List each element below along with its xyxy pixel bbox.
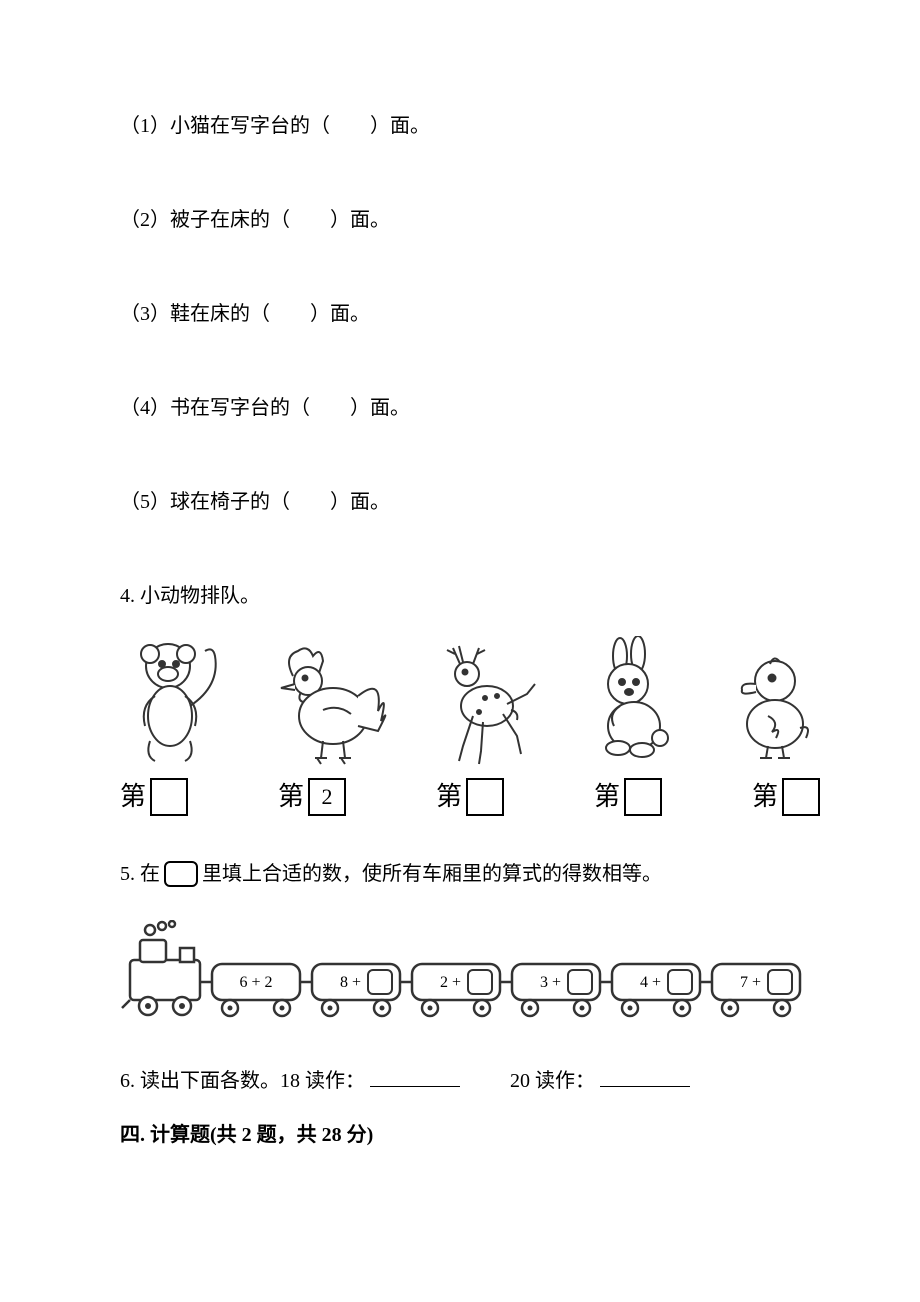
label-prefix: 第 — [120, 776, 146, 818]
q6-text-a: 6. 读出下面各数。18 读作： — [120, 1070, 365, 1092]
label-1: 第 — [120, 776, 188, 818]
train-car-6: 7 + — [700, 964, 800, 1016]
answer-box-1[interactable] — [150, 778, 188, 816]
q5-text-a: 5. 在 — [120, 858, 160, 890]
animals-row — [120, 636, 820, 766]
animal-labels-row: 第 第 2 第 第 第 — [120, 776, 820, 818]
q5-text-b: 里填上合适的数，使所有车厢里的算式的得数相等。 — [202, 858, 662, 890]
train-icon: 6 + 2 8 + — [120, 920, 820, 1020]
animal-rabbit — [578, 636, 688, 766]
duck-icon — [720, 646, 820, 766]
animal-monkey — [120, 636, 230, 766]
animal-deer — [425, 636, 545, 766]
train-figure: 6 + 2 8 + — [120, 920, 805, 1030]
question-4-title: 4. 小动物排队。 — [120, 580, 805, 612]
car-3-text: 2 + — [440, 974, 461, 991]
rooster-icon — [263, 636, 393, 766]
question-5-sub: （5）球在椅子的（ ）面。 — [120, 486, 805, 518]
rabbit-icon — [578, 636, 688, 766]
car-5-text: 4 + — [640, 974, 661, 991]
train-car-5: 4 + — [600, 964, 700, 1016]
train-car-4: 3 + — [500, 964, 600, 1016]
answer-box-5[interactable] — [782, 778, 820, 816]
answer-box-3[interactable] — [466, 778, 504, 816]
question-4-sub: （4）书在写字台的（ ）面。 — [120, 392, 805, 424]
train-car-1: 6 + 2 — [200, 964, 300, 1016]
question-5-main: 5. 在 里填上合适的数，使所有车厢里的算式的得数相等。 — [120, 858, 805, 890]
answer-box-2[interactable]: 2 — [308, 778, 346, 816]
question-1: （1）小猫在写字台的（ ）面。 — [120, 110, 805, 142]
q6-blank-1[interactable] — [370, 1068, 460, 1087]
label-prefix: 第 — [594, 776, 620, 818]
q6-blank-2[interactable] — [600, 1068, 690, 1087]
worksheet-page: （1）小猫在写字台的（ ）面。 （2）被子在床的（ ）面。 （3）鞋在床的（ ）… — [0, 0, 920, 1211]
label-5: 第 — [752, 776, 820, 818]
car-1-text: 6 + 2 — [239, 974, 272, 991]
train-car-3: 2 + — [400, 964, 500, 1016]
train-car-2: 8 + — [300, 964, 400, 1016]
label-2: 第 2 — [278, 776, 346, 818]
q5-inline-box — [164, 861, 198, 887]
q6-text-b: 20 读作： — [510, 1070, 595, 1092]
question-3: （3）鞋在床的（ ）面。 — [120, 298, 805, 330]
label-prefix: 第 — [752, 776, 778, 818]
label-prefix: 第 — [436, 776, 462, 818]
label-prefix: 第 — [278, 776, 304, 818]
question-2: （2）被子在床的（ ）面。 — [120, 204, 805, 236]
animal-duck — [720, 646, 820, 766]
car-2-text: 8 + — [340, 974, 361, 991]
section-4-heading: 四. 计算题(共 2 题，共 28 分) — [120, 1119, 805, 1151]
monkey-icon — [120, 636, 230, 766]
animal-rooster — [263, 636, 393, 766]
label-4: 第 — [594, 776, 662, 818]
car-6-text: 7 + — [740, 974, 761, 991]
question-6: 6. 读出下面各数。18 读作： 20 读作： — [120, 1065, 805, 1097]
answer-box-4[interactable] — [624, 778, 662, 816]
car-4-text: 3 + — [540, 974, 561, 991]
deer-icon — [425, 636, 545, 766]
label-3: 第 — [436, 776, 504, 818]
